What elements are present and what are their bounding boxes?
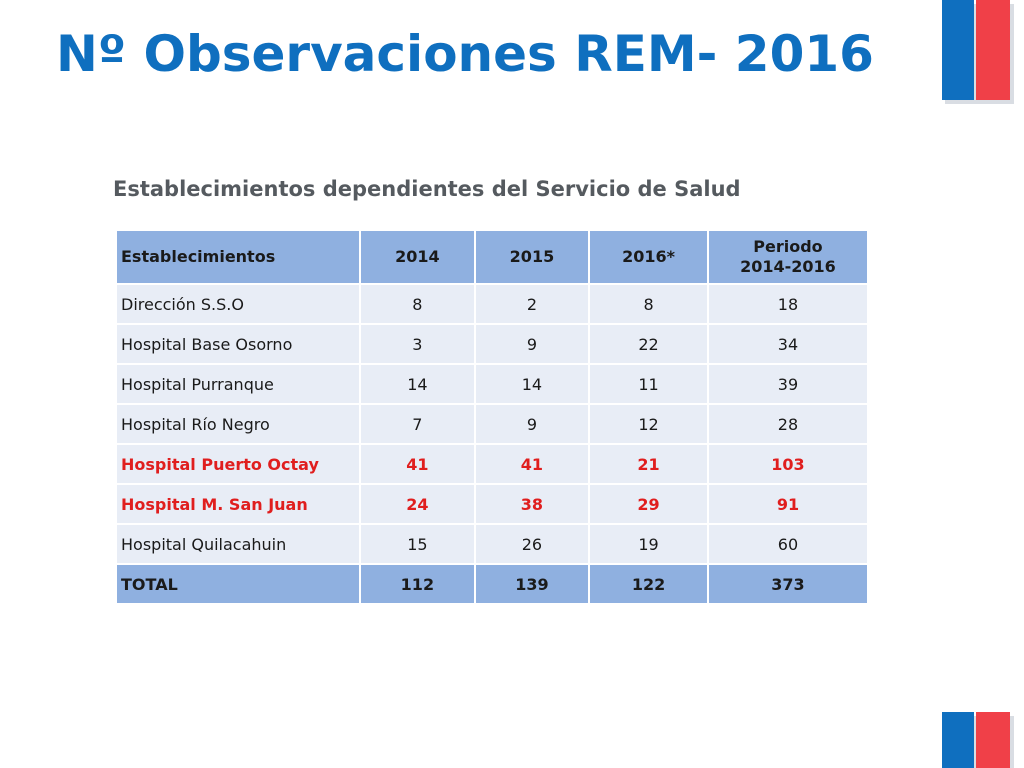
cell-2015: 9 bbox=[473, 323, 591, 365]
cell-name: Hospital Puerto Octay bbox=[114, 443, 362, 485]
flag-logo-top bbox=[940, 0, 1014, 104]
cell-periodo: 28 bbox=[706, 403, 870, 445]
cell-periodo: 103 bbox=[706, 443, 870, 485]
table-row: Hospital Río Negro 7 9 12 28 bbox=[114, 403, 870, 445]
observations-table: Establecimientos 2014 2015 2016* Periodo… bbox=[114, 229, 870, 605]
cell-2016: 21 bbox=[588, 443, 709, 485]
table-row-highlighted: Hospital M. San Juan 24 38 29 91 bbox=[114, 483, 870, 525]
cell-2015: 14 bbox=[473, 363, 591, 405]
cell-2015: 38 bbox=[473, 483, 591, 525]
table-total-row: TOTAL 112 139 122 373 bbox=[114, 563, 870, 605]
header-periodo-line2: 2014-2016 bbox=[740, 257, 836, 276]
cell-2014: 8 bbox=[359, 283, 476, 325]
cell-2014: 41 bbox=[359, 443, 476, 485]
flag-red-stripe bbox=[976, 0, 1010, 100]
cell-2014: 3 bbox=[359, 323, 476, 365]
cell-2014: 15 bbox=[359, 523, 476, 565]
cell-name: Hospital Purranque bbox=[114, 363, 362, 405]
flag-blue-stripe bbox=[942, 712, 974, 768]
table-subtitle: Establecimientos dependientes del Servic… bbox=[113, 177, 741, 201]
cell-2016: 29 bbox=[588, 483, 709, 525]
table-row: Hospital Purranque 14 14 11 39 bbox=[114, 363, 870, 405]
cell-name: Hospital Río Negro bbox=[114, 403, 362, 445]
table-row: Hospital Base Osorno 3 9 22 34 bbox=[114, 323, 870, 365]
cell-2015: 2 bbox=[473, 283, 591, 325]
cell-periodo: 60 bbox=[706, 523, 870, 565]
cell-total-2014: 112 bbox=[359, 563, 476, 605]
flag-red-stripe bbox=[976, 712, 1010, 768]
flag-blue-stripe bbox=[942, 0, 974, 100]
cell-2015: 26 bbox=[473, 523, 591, 565]
cell-2016: 22 bbox=[588, 323, 709, 365]
cell-total-2016: 122 bbox=[588, 563, 709, 605]
header-2016: 2016* bbox=[588, 229, 709, 285]
header-periodo: Periodo 2014-2016 bbox=[706, 229, 870, 285]
cell-2014: 7 bbox=[359, 403, 476, 445]
table-row: Hospital Quilacahuin 15 26 19 60 bbox=[114, 523, 870, 565]
table-header-row: Establecimientos 2014 2015 2016* Periodo… bbox=[114, 229, 870, 285]
table-row: Dirección S.S.O 8 2 8 18 bbox=[114, 283, 870, 325]
header-2015: 2015 bbox=[473, 229, 591, 285]
cell-total-label: TOTAL bbox=[114, 563, 362, 605]
cell-name: Dirección S.S.O bbox=[114, 283, 362, 325]
cell-name: Hospital Quilacahuin bbox=[114, 523, 362, 565]
cell-periodo: 18 bbox=[706, 283, 870, 325]
table-row-highlighted: Hospital Puerto Octay 41 41 21 103 bbox=[114, 443, 870, 485]
cell-2016: 12 bbox=[588, 403, 709, 445]
header-establecimientos: Establecimientos bbox=[114, 229, 362, 285]
cell-periodo: 91 bbox=[706, 483, 870, 525]
cell-2016: 8 bbox=[588, 283, 709, 325]
cell-name: Hospital Base Osorno bbox=[114, 323, 362, 365]
cell-2016: 19 bbox=[588, 523, 709, 565]
cell-2016: 11 bbox=[588, 363, 709, 405]
cell-total-periodo: 373 bbox=[706, 563, 870, 605]
page-title: Nº Observaciones REM- 2016 bbox=[56, 25, 874, 83]
cell-2014: 24 bbox=[359, 483, 476, 525]
cell-name: Hospital M. San Juan bbox=[114, 483, 362, 525]
cell-2015: 9 bbox=[473, 403, 591, 445]
cell-2015: 41 bbox=[473, 443, 591, 485]
cell-periodo: 39 bbox=[706, 363, 870, 405]
flag-logo-bottom bbox=[940, 712, 1014, 768]
header-2014: 2014 bbox=[359, 229, 476, 285]
header-periodo-line1: Periodo bbox=[753, 237, 823, 256]
cell-periodo: 34 bbox=[706, 323, 870, 365]
cell-2014: 14 bbox=[359, 363, 476, 405]
cell-total-2015: 139 bbox=[473, 563, 591, 605]
